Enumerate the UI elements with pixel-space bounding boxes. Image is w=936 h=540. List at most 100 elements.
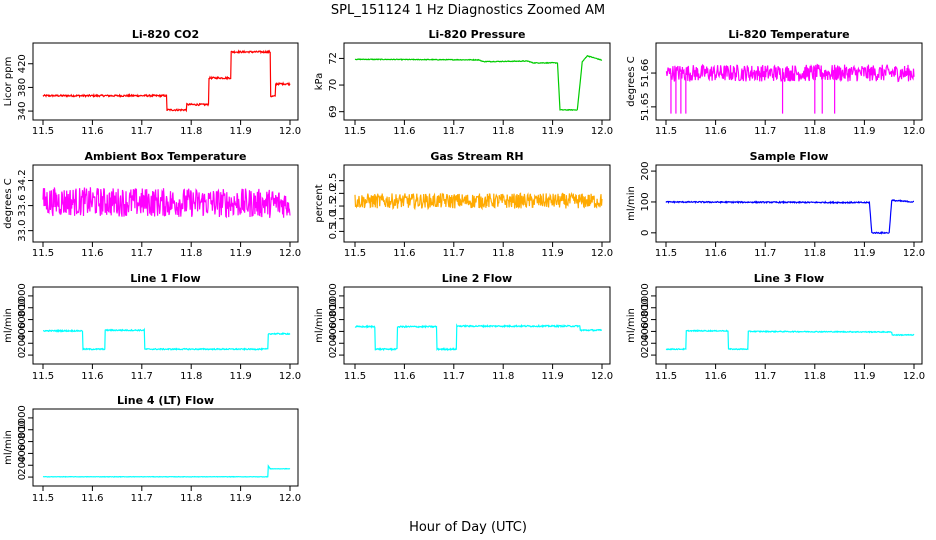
x-tick-label: 11.7 bbox=[131, 371, 153, 382]
plot-frame bbox=[343, 42, 611, 121]
series-line bbox=[43, 327, 291, 352]
x-tick-label: 11.6 bbox=[81, 248, 103, 259]
chart-panel: Li-820 CO2 11.5 11.6 11.7 11.8 11.9 12.0 340 380… bbox=[3, 28, 301, 137]
y-tick-label: 0 bbox=[17, 352, 28, 358]
y-tick-label: 400 bbox=[17, 322, 28, 341]
chart-panel: Line 3 Flow 11.5 11.6 11.7 11.8 11.9 12.0 02004… bbox=[626, 272, 925, 382]
plot-frame bbox=[655, 286, 923, 365]
y-tick-label: 400 bbox=[328, 322, 339, 341]
x-tick-label: 11.7 bbox=[131, 126, 153, 137]
x-tick-label: 11.5 bbox=[344, 126, 366, 137]
y-tick-label: 1000 bbox=[17, 283, 28, 308]
series-line bbox=[42, 49, 291, 113]
panel-title: Line 3 Flow bbox=[754, 272, 824, 285]
y-tick-label: 72 bbox=[328, 52, 339, 65]
y-tick-label: 600 bbox=[328, 310, 339, 329]
x-tick-label: 12.0 bbox=[279, 248, 301, 259]
y-tick-label: 800 bbox=[17, 420, 28, 439]
y-axis-label: degrees C bbox=[3, 178, 14, 228]
chart-panel: Li-820 Temperature 11.5 11.6 11.7 11.8 11.9 12… bbox=[626, 28, 925, 137]
x-tick-label: 11.7 bbox=[754, 371, 776, 382]
x-tick-label: 11.7 bbox=[754, 248, 776, 259]
x-tick-label: 11.9 bbox=[229, 493, 251, 504]
x-tick-label: 11.9 bbox=[541, 371, 563, 382]
chart-panel: Gas Stream RH 11.5 11.6 11.7 11.8 11.9 12.0 0.5… bbox=[314, 150, 613, 259]
y-axis-label: ml/min bbox=[3, 430, 14, 465]
x-tick-label: 12.0 bbox=[279, 371, 301, 382]
series-line bbox=[354, 323, 603, 352]
chart-panel: Line 1 Flow 11.5 11.6 11.7 11.8 11.9 12.0 02004… bbox=[3, 272, 301, 382]
x-tick-label: 12.0 bbox=[279, 126, 301, 137]
x-tick-label: 11.7 bbox=[443, 248, 465, 259]
x-tick-label: 11.5 bbox=[655, 248, 677, 259]
panel-title: Line 1 Flow bbox=[130, 272, 200, 285]
x-tick-label: 11.6 bbox=[393, 126, 415, 137]
plot-frame bbox=[32, 164, 299, 243]
y-tick-label: 1000 bbox=[17, 405, 28, 430]
x-tick-label: 11.7 bbox=[131, 248, 153, 259]
x-tick-label: 11.6 bbox=[704, 371, 726, 382]
x-tick-label: 12.0 bbox=[591, 126, 613, 137]
panel-title: Sample Flow bbox=[750, 150, 829, 163]
y-tick-label: 69 bbox=[328, 105, 339, 118]
y-tick-label: 34.2 bbox=[17, 169, 28, 191]
y-tick-label: 200 bbox=[640, 162, 651, 181]
x-tick-label: 11.8 bbox=[492, 126, 514, 137]
x-tick-label: 11.5 bbox=[32, 371, 54, 382]
y-tick-label: 0.5 bbox=[328, 223, 339, 239]
x-tick-label: 11.7 bbox=[754, 126, 776, 137]
y-axis-label: kPa bbox=[314, 73, 325, 91]
x-tick-label: 11.6 bbox=[81, 126, 103, 137]
figure-x-axis-label: Hour of Day (UTC) bbox=[409, 520, 527, 535]
x-tick-label: 11.9 bbox=[229, 126, 251, 137]
x-tick-label: 12.0 bbox=[903, 126, 925, 137]
x-tick-label: 11.5 bbox=[32, 248, 54, 259]
plot-frame bbox=[32, 286, 299, 365]
chart-panel: Line 2 Flow 11.5 11.6 11.7 11.8 11.9 12.0 02004… bbox=[314, 272, 613, 382]
x-tick-label: 11.8 bbox=[180, 126, 202, 137]
series-line bbox=[665, 63, 915, 83]
x-tick-label: 11.9 bbox=[229, 371, 251, 382]
y-tick-label: 1.0 bbox=[328, 211, 339, 227]
x-tick-label: 11.8 bbox=[804, 248, 826, 259]
x-tick-label: 11.7 bbox=[131, 493, 153, 504]
y-axis-label: ml/min bbox=[626, 308, 637, 343]
x-tick-label: 11.5 bbox=[32, 493, 54, 504]
plot-frame bbox=[32, 408, 299, 487]
y-tick-label: 600 bbox=[640, 310, 651, 329]
x-tick-label: 11.6 bbox=[393, 248, 415, 259]
x-tick-label: 12.0 bbox=[279, 493, 301, 504]
plot-frame bbox=[343, 164, 611, 243]
plot-frame bbox=[32, 42, 299, 121]
y-tick-label: 1000 bbox=[640, 283, 651, 308]
y-tick-label: 400 bbox=[640, 322, 651, 341]
y-tick-label: 2.5 bbox=[328, 173, 339, 189]
x-tick-label: 12.0 bbox=[591, 248, 613, 259]
y-axis-label: ml/min bbox=[3, 308, 14, 343]
y-tick-label: 0 bbox=[328, 352, 339, 358]
y-tick-label: 200 bbox=[640, 334, 651, 353]
chart-panels: Li-820 CO2 11.5 11.6 11.7 11.8 11.9 12.0 340 380… bbox=[3, 28, 925, 504]
y-axis-label: percent bbox=[314, 184, 325, 222]
x-tick-label: 11.5 bbox=[32, 126, 54, 137]
x-tick-label: 11.8 bbox=[804, 371, 826, 382]
y-tick-label: 0 bbox=[17, 474, 28, 480]
x-tick-label: 11.8 bbox=[492, 371, 514, 382]
y-axis-label: ml/min bbox=[626, 186, 637, 221]
x-tick-label: 11.5 bbox=[344, 248, 366, 259]
y-tick-label: 0 bbox=[640, 352, 651, 358]
x-tick-label: 11.9 bbox=[541, 126, 563, 137]
x-tick-label: 11.6 bbox=[81, 371, 103, 382]
y-axis-label: Licor ppm bbox=[3, 57, 14, 107]
x-tick-label: 11.9 bbox=[541, 248, 563, 259]
x-tick-label: 11.5 bbox=[344, 371, 366, 382]
x-tick-label: 11.7 bbox=[443, 126, 465, 137]
plot-frame bbox=[655, 164, 923, 243]
y-tick-label: 1000 bbox=[328, 283, 339, 308]
panel-title: Gas Stream RH bbox=[430, 150, 523, 163]
x-tick-label: 11.8 bbox=[180, 493, 202, 504]
x-tick-label: 11.6 bbox=[81, 493, 103, 504]
y-tick-label: 200 bbox=[17, 334, 28, 353]
y-tick-label: 33.6 bbox=[17, 194, 28, 216]
